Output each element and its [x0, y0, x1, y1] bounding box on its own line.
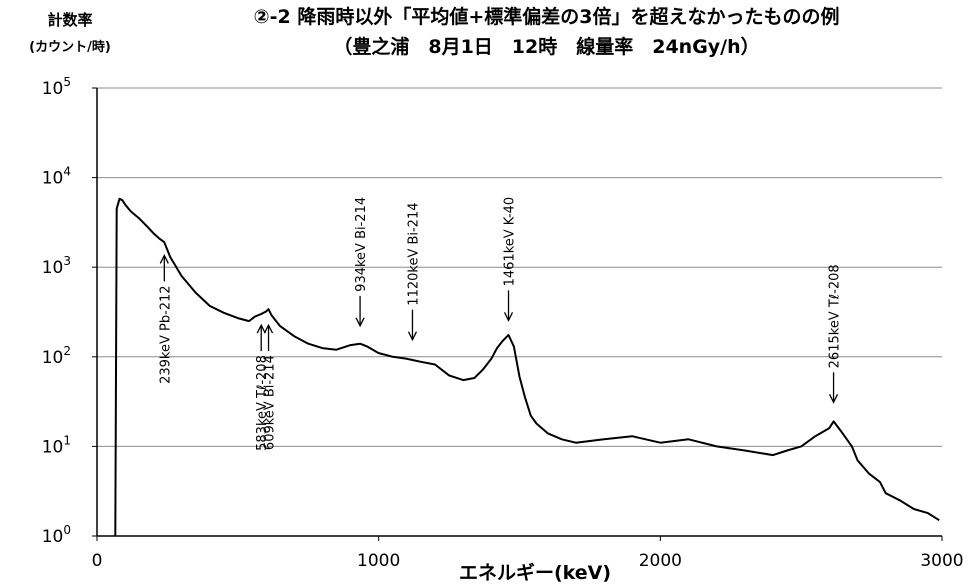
y-tick-label: 105 — [42, 75, 71, 99]
x-tick-label: 3000 — [920, 551, 963, 571]
annotation-label: 1120keV Bi-214 — [406, 202, 421, 305]
axes — [92, 87, 943, 541]
chart-title: ②-2 降雨時以外「平均値+標準偏差の3倍」を超えなかったものの例 — [253, 6, 840, 28]
x-tick-labels: 0 1000 2000 3000 — [92, 551, 964, 571]
x-tick-label: 0 — [92, 551, 103, 571]
y-tick-label: 101 — [42, 433, 71, 457]
annotation-label: 239keV Pb-212 — [158, 285, 173, 384]
annotation-arrowhead — [503, 312, 514, 322]
annotation-arrowhead — [263, 323, 274, 334]
chart-title-block: ②-2 降雨時以外「平均値+標準偏差の3倍」を超えなかったものの例 （豊之浦 8… — [120, 2, 973, 62]
x-tick-label: 1000 — [357, 551, 400, 571]
annotation: 1120keV Bi-214 — [406, 202, 421, 342]
annotation: 2615keV Tℓ-208 — [828, 264, 843, 404]
y-tick-label: 100 — [42, 523, 71, 547]
y-axis-label-title: 計数率 — [47, 11, 93, 29]
chart-subtitle: （豊之浦 8月1日 12時 線量率 24nGy/h） — [333, 36, 760, 58]
annotation: 609keV Bi-214 — [263, 323, 278, 450]
annotation-label: 583keV Tℓ-208 — [255, 355, 270, 451]
annotation-arrowhead — [256, 323, 266, 334]
annotation: 239keV Pb-212 — [158, 253, 173, 384]
annotation: 1461keV K-40 — [503, 197, 518, 322]
annotation: 583keV Tℓ-208 — [255, 323, 270, 451]
annotation-arrowhead — [355, 317, 365, 328]
x-tick-label: 2000 — [639, 551, 682, 571]
y-tick-label: 104 — [42, 165, 71, 189]
annotation-label: 2615keV Tℓ-208 — [828, 264, 843, 368]
y-tick-label: 102 — [42, 344, 71, 368]
annotation-arrowhead — [407, 331, 418, 342]
series-group — [114, 197, 940, 537]
annotation-label: 934keV Bi-214 — [354, 197, 369, 292]
y-axis-label: 計数率 (カウント/時) — [10, 6, 130, 62]
y-tick-label: 103 — [42, 254, 71, 278]
y-axis-label-unit: (カウント/時) — [29, 40, 111, 55]
annotation-label: 609keV Bi-214 — [263, 355, 278, 450]
grid-lines — [97, 87, 942, 447]
annotation-label: 1461keV K-40 — [503, 197, 518, 287]
x-axis-label: エネルギー(keV) — [459, 562, 611, 584]
annotation: 934keV Bi-214 — [354, 197, 369, 328]
annotation-arrowhead — [159, 253, 169, 264]
annotation-arrowhead — [828, 394, 839, 404]
y-tick-labels: 100 101 102 103 104 105 — [42, 75, 71, 547]
series-line — [114, 197, 940, 537]
